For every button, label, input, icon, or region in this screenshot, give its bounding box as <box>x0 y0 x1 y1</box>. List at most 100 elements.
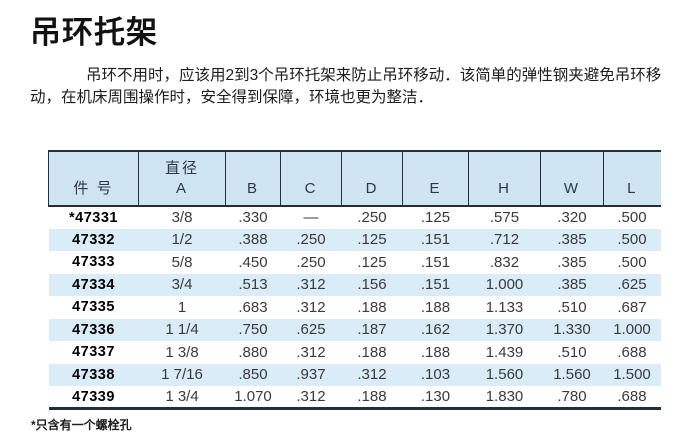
table-cell: .330 <box>238 209 268 227</box>
table-cell: .312 <box>357 366 387 384</box>
table-cell: .625 <box>617 276 647 294</box>
table-cell: 1.560 <box>485 366 524 384</box>
table-cell: 1.330 <box>553 321 591 339</box>
table-cell: .750 <box>238 321 268 339</box>
table-cell: 1.560 <box>553 366 591 384</box>
table-cell: .188 <box>357 343 387 361</box>
table-cell: .312 <box>296 298 326 316</box>
table-cell: 1 3/4 <box>165 388 199 405</box>
table-cell: .188 <box>357 388 387 405</box>
header-cell: L <box>603 151 661 207</box>
table-cell: .780 <box>557 388 587 405</box>
header-cell: W <box>540 151 604 207</box>
table-cell: .625 <box>296 321 326 339</box>
table-cell: 1/2 <box>171 231 193 249</box>
table-cell: .250 <box>296 253 326 271</box>
table-cell: .687 <box>617 298 647 316</box>
table-cell: .312 <box>296 276 326 294</box>
header-cell: E <box>402 151 469 207</box>
table-cell: .125 <box>420 209 451 227</box>
header-cell: H <box>468 151 541 207</box>
header-cell: C <box>280 151 342 207</box>
table-cell: .388 <box>238 231 268 249</box>
header-cell: 件 号 <box>48 151 139 207</box>
table-cell: .151 <box>420 276 451 294</box>
table-cell: .188 <box>420 343 451 361</box>
table-cell: 5/8 <box>171 253 193 271</box>
table-row: 47333 5/8 .450 .250 .125 .151 .832 .385 .500 <box>49 251 661 274</box>
table-row: 47336 1 1/4 .750 .625 .187 .162 1.370 1.330 1.00… <box>48 318 661 341</box>
table-row: 47339 1 3/4 1.070 .312 .188 .130 1.830 .780 .688 <box>49 386 661 409</box>
table-cell: 1 7/16 <box>161 366 203 384</box>
table-cell: .688 <box>617 388 647 405</box>
table-cell: .187 <box>357 321 387 339</box>
part-number-cell: 47338 <box>72 366 115 383</box>
table-cell: 1 3/8 <box>165 343 199 361</box>
part-number-cell: 47332 <box>72 231 115 248</box>
table-cell: 1.500 <box>613 366 651 384</box>
table-cell: .385 <box>557 231 587 249</box>
table-cell: .712 <box>489 231 520 249</box>
table-cell: .513 <box>238 276 268 294</box>
table-row: 47335 1 .683 .312 .188 .188 1.133 .510 .687 <box>49 296 661 319</box>
table-cell: .130 <box>420 388 451 405</box>
table-cell: .125 <box>357 231 387 249</box>
page-title: 吊环托架 <box>30 15 158 50</box>
table-cell: .312 <box>296 388 326 405</box>
table-cell: .156 <box>357 276 387 294</box>
part-number-cell: *47331 <box>69 209 118 226</box>
table-cell: .688 <box>617 343 647 361</box>
table-cell: .937 <box>296 366 326 384</box>
table-cell: .575 <box>489 209 520 227</box>
table-cell: 1.000 <box>613 321 651 339</box>
table-cell: .125 <box>357 253 387 271</box>
part-number-cell: 47336 <box>72 321 115 338</box>
table-cell: 1.133 <box>485 298 524 316</box>
table-cell: .250 <box>296 231 326 249</box>
table-cell: .151 <box>420 231 451 249</box>
table-cell: 3/8 <box>171 209 193 227</box>
header-cell: B <box>225 151 281 207</box>
part-number-cell: 47333 <box>72 254 115 271</box>
table-cell: .500 <box>617 231 647 249</box>
table-cell: .450 <box>238 253 268 271</box>
table-cell: 1 1/4 <box>165 321 199 339</box>
table-cell: 3/4 <box>171 276 193 294</box>
table-cell: .385 <box>557 253 587 271</box>
table-cell: .500 <box>617 209 647 227</box>
table-cell: .320 <box>557 209 587 227</box>
table-cell: 1 <box>177 298 187 316</box>
table-cell: .250 <box>357 209 387 227</box>
table-cell: .312 <box>296 343 326 361</box>
table-body: *47331 3/8 .330 — .250 .125 .575 .320 .500 47332 1… <box>48 206 661 409</box>
table-row: 47337 1 3/8 .880 .312 .188 .188 1.439 .510 .688 <box>49 341 661 364</box>
table-cell: .103 <box>420 366 451 384</box>
table-row: 47332 1/2 .388 .250 .125 .151 .712 .385 .500 <box>48 228 661 251</box>
table-cell: 1.370 <box>485 321 524 339</box>
table-cell: .188 <box>357 298 387 316</box>
part-number-cell: 47335 <box>72 299 115 316</box>
table-cell: .151 <box>420 253 451 271</box>
table-row: 47334 3/4 .513 .312 .156 .151 1.000 .385 .625 <box>48 273 661 296</box>
table-cell: .510 <box>557 343 587 361</box>
table-cell: .500 <box>617 253 647 271</box>
header-cell: D <box>341 151 403 207</box>
table-cell: .188 <box>420 298 451 316</box>
header-cell: 直径 A <box>138 151 226 207</box>
part-number-cell: 47339 <box>72 388 115 405</box>
table-row: *47331 3/8 .330 — .250 .125 .575 .320 .500 <box>49 206 661 229</box>
table-row: 47338 1 7/16 .850 .937 .312 .103 1.560 1.560 1.5… <box>48 363 661 386</box>
table-cell: .832 <box>489 253 520 271</box>
intro-paragraph: 吊环不用时，应该用2到3个吊环托架来防止吊环移动．该简单的弹性钢夹避免吊环移动，… <box>30 67 662 106</box>
table-cell: 1.070 <box>234 388 272 405</box>
table-cell: .683 <box>238 298 268 316</box>
footnote: *只含有一个螺栓孔 <box>31 418 132 432</box>
table-cell: .850 <box>238 366 268 384</box>
table-cell: 1.439 <box>485 343 524 361</box>
table-cell: .880 <box>238 343 268 361</box>
part-number-cell: 47337 <box>72 344 115 361</box>
